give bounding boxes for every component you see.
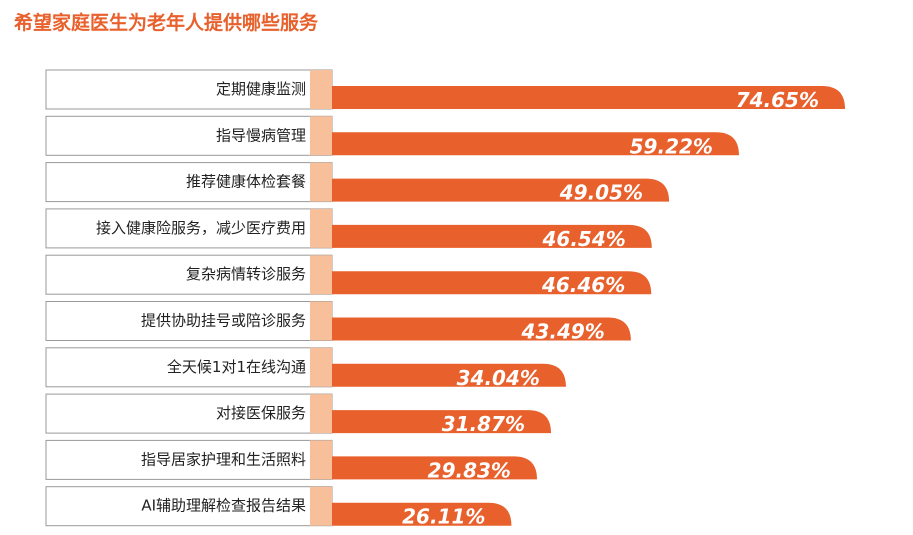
bar-accent <box>310 116 332 156</box>
bar <box>332 410 552 434</box>
category-label-box <box>45 439 333 480</box>
category-label-box <box>45 486 333 527</box>
value-label: 34.04% <box>457 366 540 390</box>
value-label: 31.87% <box>442 412 525 436</box>
category-label-box <box>45 162 333 203</box>
bar <box>332 132 739 156</box>
value-label: 46.54% <box>542 227 626 251</box>
value-label: 59.22% <box>630 134 713 158</box>
bar-row: 指导居家护理和生活照料 29.83% <box>45 439 537 482</box>
bar-row: 定期健康监测 74.65% <box>45 69 845 112</box>
category-label: 定期健康监测 <box>216 80 306 98</box>
value-label: 26.11% <box>402 505 485 529</box>
bar <box>332 317 631 341</box>
category-label: 对接医保服务 <box>216 404 306 422</box>
category-label: 接入健康险服务，减少医疗费用 <box>96 219 306 237</box>
category-label: 推荐健康体检套餐 <box>186 173 306 191</box>
bar <box>332 86 845 109</box>
value-label: 46.46% <box>541 273 625 297</box>
bar <box>332 271 652 295</box>
category-label: 提供协助挂号或陪诊服务 <box>141 312 306 330</box>
bar-row: 对接医保服务 31.87% <box>45 393 552 436</box>
value-label: 49.05% <box>559 181 643 205</box>
value-label: 74.65% <box>736 88 819 112</box>
bar-row: 复杂病情转诊服务 46.46% <box>45 254 652 297</box>
bar-accent <box>310 162 332 202</box>
bar-row: 指导慢病管理 59.22% <box>45 115 739 158</box>
bar <box>332 456 537 480</box>
bar-row: 接入健康险服务，减少医疗费用 46.54% <box>45 208 652 251</box>
category-label: AI辅助理解检查报告结果 <box>141 497 306 515</box>
bar-accent <box>310 486 332 526</box>
category-label-box <box>45 347 333 388</box>
bar-row: 提供协助挂号或陪诊服务 43.49% <box>45 301 631 344</box>
category-label: 全天候1对1在线沟通 <box>167 358 306 376</box>
value-label: 29.83% <box>428 458 511 482</box>
value-label: 43.49% <box>521 320 605 344</box>
category-label: 指导慢病管理 <box>216 126 306 144</box>
category-label: 复杂病情转诊服务 <box>186 265 306 283</box>
bar-accent <box>310 347 332 387</box>
bar-accent <box>310 255 332 295</box>
bar-accent <box>310 70 332 109</box>
bar <box>332 178 670 202</box>
bar-row: AI辅助理解检查报告结果 26.11% <box>45 486 512 529</box>
bar-row: 全天候1对1在线沟通 34.04% <box>45 347 566 390</box>
bar <box>332 502 512 526</box>
bar-row: 推荐健康体检套餐 49.05% <box>45 162 670 205</box>
category-label-box <box>45 254 333 295</box>
bar <box>332 224 652 248</box>
bar-accent <box>310 394 332 434</box>
bar-accent <box>310 208 332 248</box>
bar <box>332 363 566 387</box>
category-label: 指导居家护理和生活照料 <box>141 450 306 468</box>
bar-accent <box>310 301 332 341</box>
category-label-box <box>45 301 333 341</box>
category-label-box <box>45 393 333 434</box>
bar-accent <box>310 440 332 480</box>
chart-title: 希望家庭医生为老年人提供哪些服务 <box>14 12 319 34</box>
